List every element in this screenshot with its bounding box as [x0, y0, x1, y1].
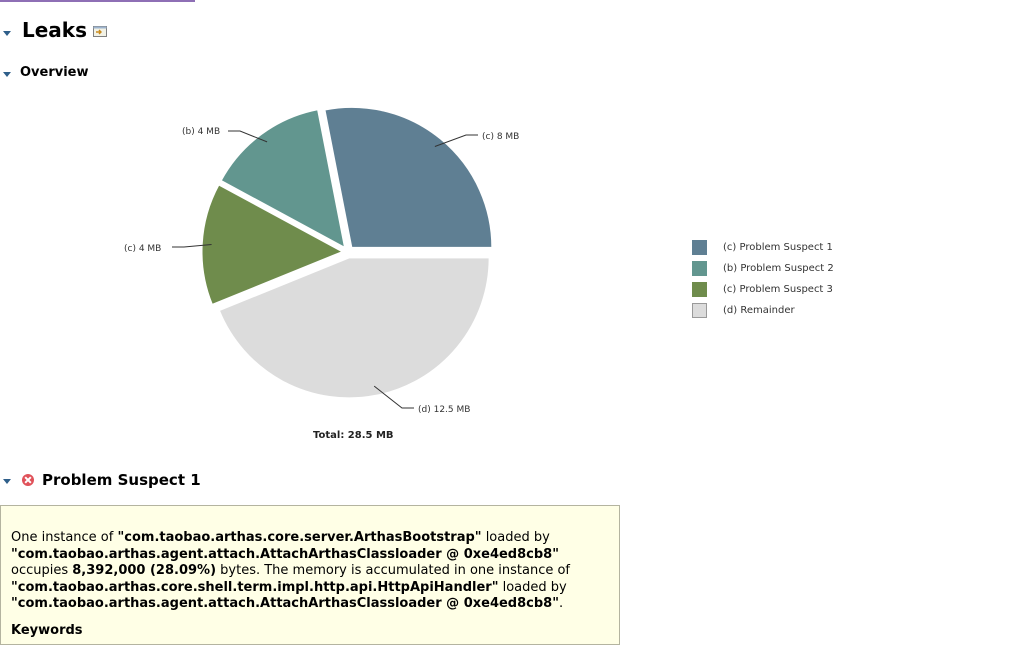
keywords-heading: Keywords: [11, 622, 83, 638]
leak-pie-chart: (c) 8 MB (b) 4 MB (c) 4 MB (d) 12.5 MB T…: [124, 106, 519, 441]
suspect-text: .: [559, 596, 564, 612]
suspect-text: loaded by: [481, 530, 550, 545]
error-icon: [22, 474, 34, 486]
slice-label-suspect-3: (c) 4 MB: [124, 244, 161, 254]
suspect-title: Problem Suspect 1: [42, 471, 201, 489]
slice-label-remainder: (d) 12.5 MB: [418, 405, 470, 415]
pie-slice-remainder[interactable]: [218, 257, 490, 399]
collapse-suspect-toggle[interactable]: [3, 479, 11, 484]
suspect-class-name: "com.taobao.arthas.core.server.ArthasBoo…: [117, 530, 482, 545]
overview-heading: Overview: [20, 65, 89, 80]
slice-leader-line: [228, 130, 268, 143]
suspect-text: occupies: [11, 563, 73, 579]
accumulation-classloader: "com.taobao.arthas.agent.attach.AttachAr…: [11, 596, 559, 612]
suspect-text: loaded by: [498, 579, 567, 595]
legend-swatch-remainder: [692, 303, 707, 318]
slice-leader-line: [172, 243, 212, 248]
legend-swatch-suspect-3: [692, 282, 707, 297]
legend-label-remainder: (d) Remainder: [723, 305, 795, 316]
legend-label-suspect-1: (c) Problem Suspect 1: [723, 242, 833, 253]
suspect-text: One instance of: [11, 530, 118, 545]
suspect-text: bytes. The memory is accumulated in one …: [216, 563, 571, 579]
top-accent-line: [0, 0, 195, 2]
pie-slice-suspect-1[interactable]: [324, 106, 493, 248]
legend-label-suspect-2: (b) Problem Suspect 2: [723, 263, 834, 274]
chart-total: Total: 28.5 MB: [313, 430, 394, 441]
slice-leader-line: [434, 134, 478, 147]
legend-label-suspect-3: (c) Problem Suspect 3: [723, 284, 833, 295]
collapse-overview-toggle[interactable]: [3, 72, 11, 77]
collapse-leaks-toggle[interactable]: [3, 31, 11, 36]
suspect-classloader: "com.taobao.arthas.agent.attach.AttachAr…: [11, 546, 559, 562]
pie-slice-suspect-3[interactable]: [201, 184, 344, 306]
suspect-description-box: One instance of "com.taobao.arthas.core.…: [0, 505, 620, 645]
slice-leader-line: [373, 385, 414, 409]
slice-label-suspect-2: (b) 4 MB: [182, 127, 220, 137]
page-title: Leaks: [22, 18, 88, 42]
slice-label-suspect-1: (c) 8 MB: [482, 132, 519, 142]
open-details-icon[interactable]: [93, 26, 107, 37]
legend-swatch-suspect-2: [692, 261, 707, 276]
legend-swatch-suspect-1: [692, 240, 707, 255]
suspect-size: 8,392,000 (28.09%): [72, 563, 217, 579]
accumulation-class-name: "com.taobao.arthas.core.shell.term.impl.…: [11, 579, 499, 595]
pie-slice-suspect-2[interactable]: [220, 109, 346, 249]
